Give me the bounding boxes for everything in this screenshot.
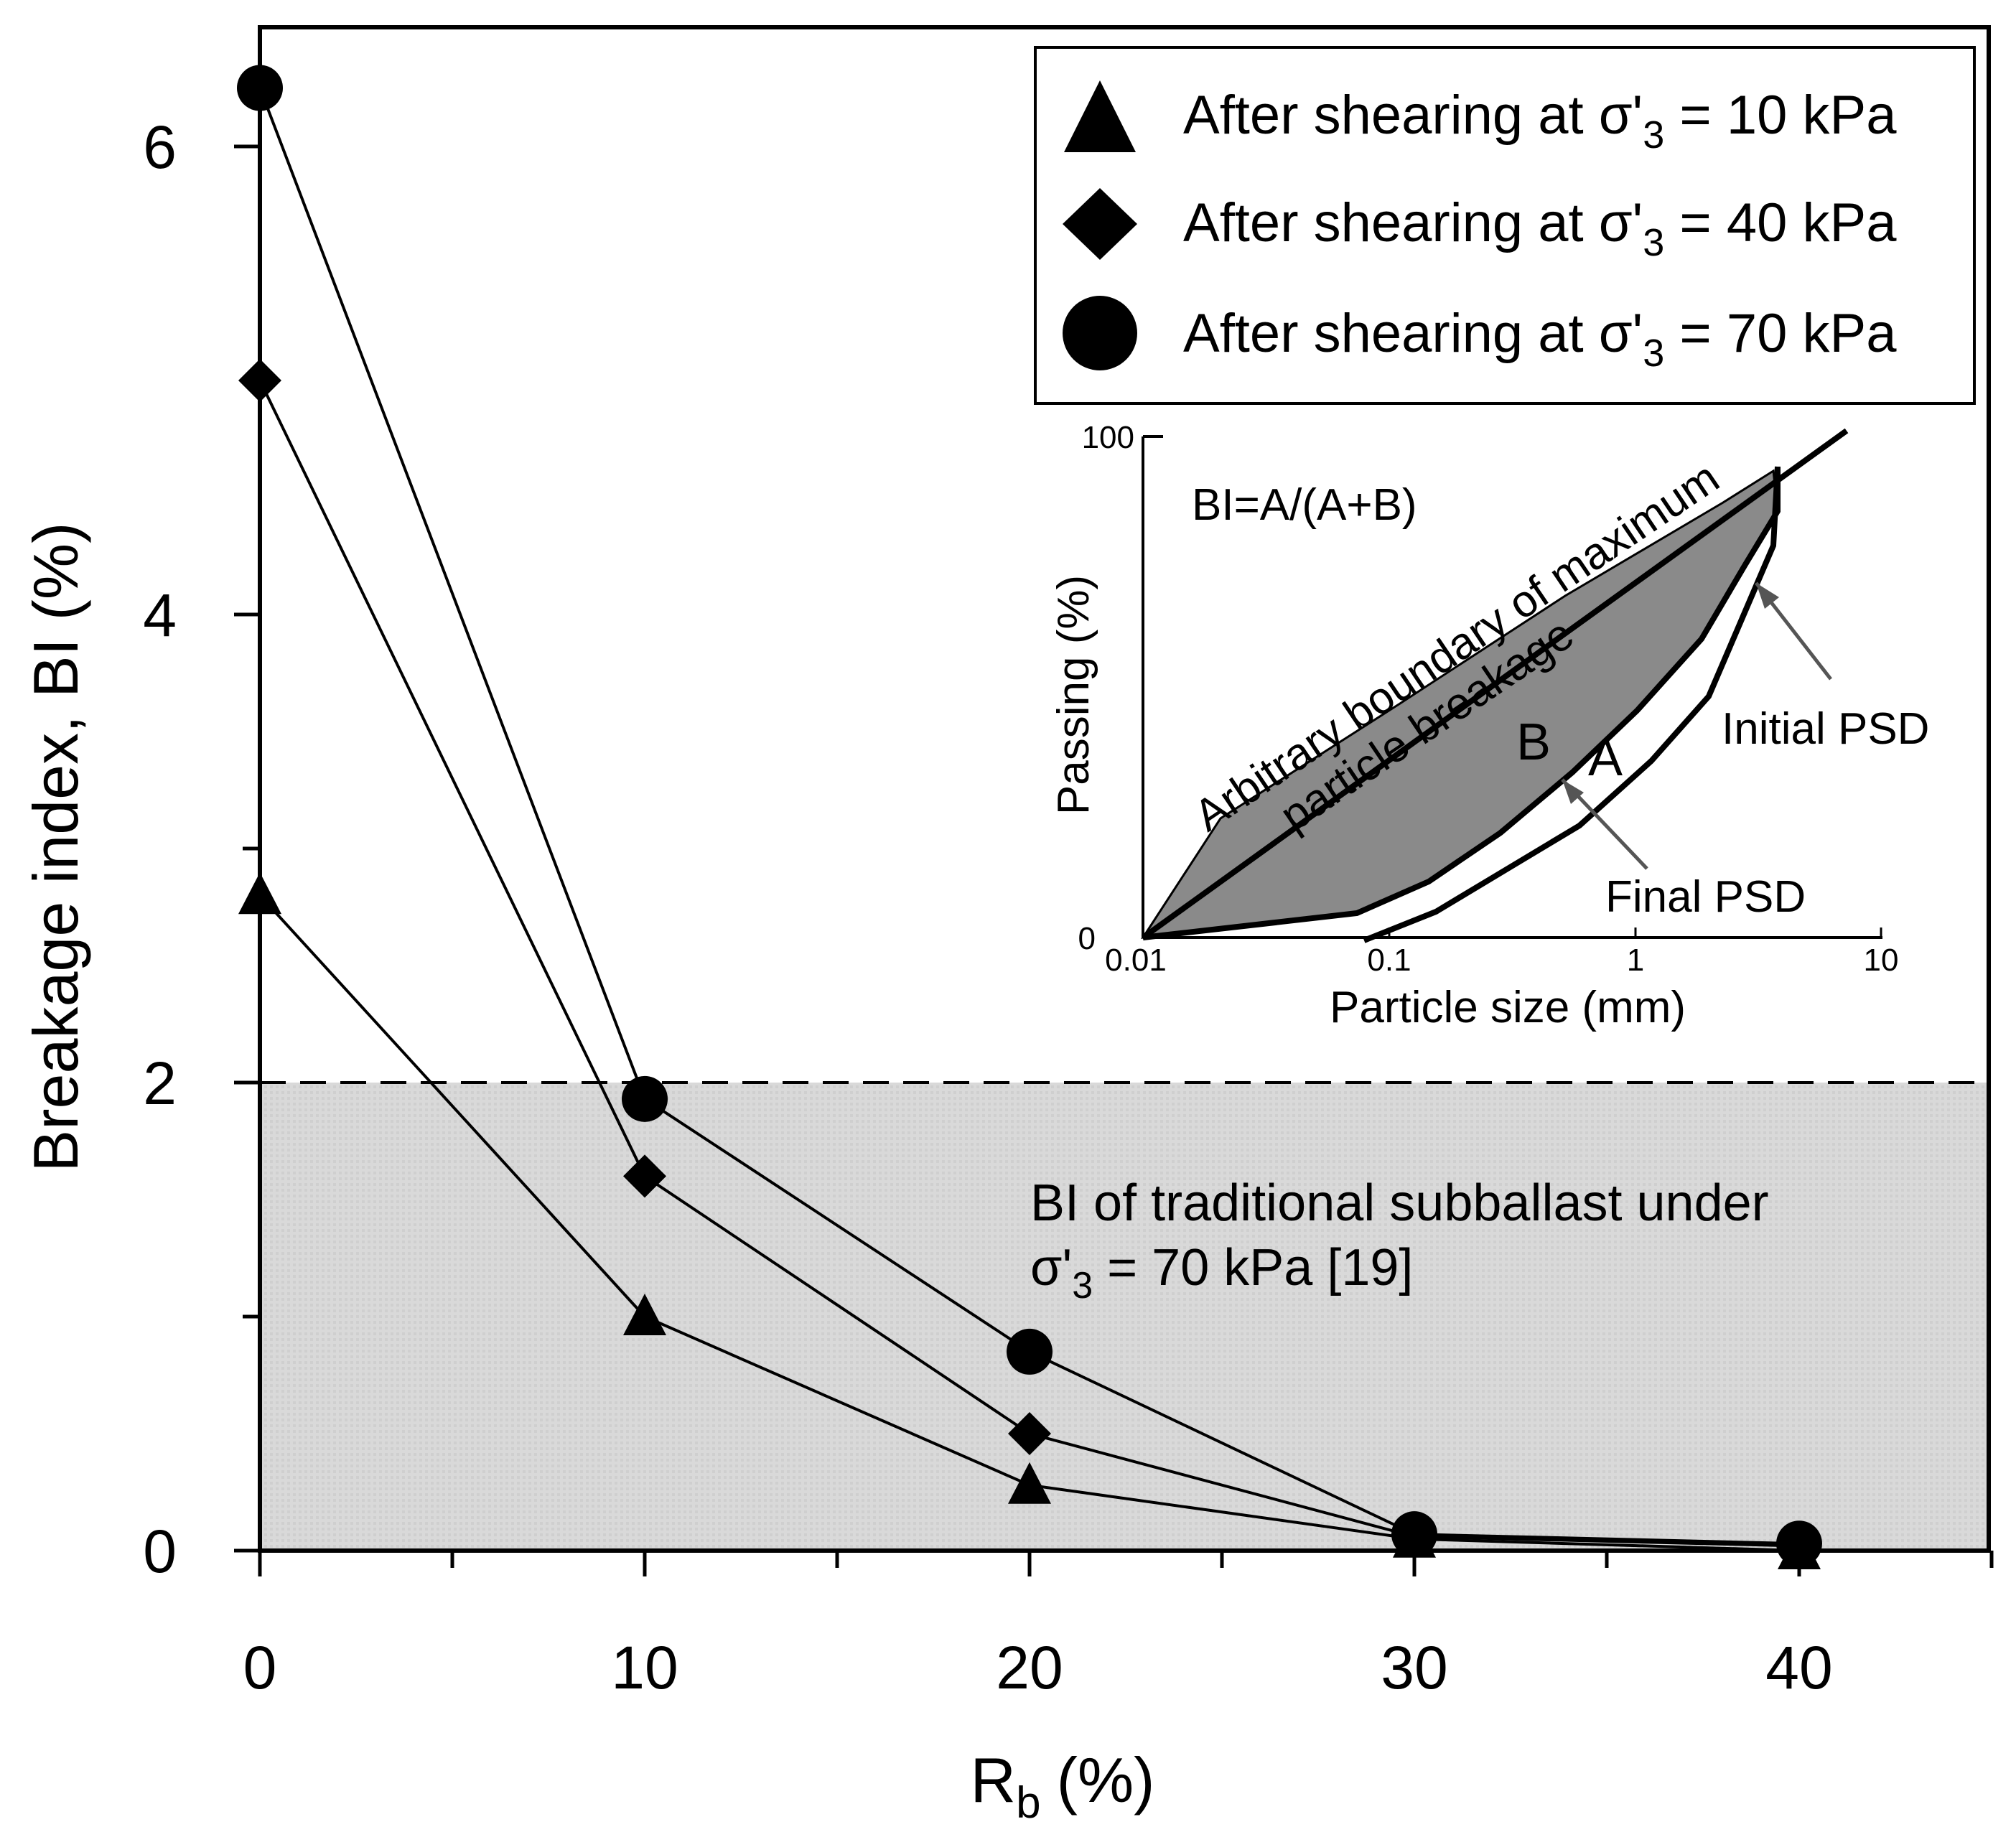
data-point-circle [1776,1520,1822,1567]
inset-area-a-label: A [1588,729,1623,787]
data-point-circle [237,65,283,111]
y-tick-label: 4 [143,581,177,649]
legend-box [1034,46,1976,405]
data-point-circle [1391,1511,1437,1558]
legend-label-subscript: 3 [1643,113,1664,156]
y-tick-label: 6 [143,113,177,181]
inset-x-tick-label: 1 [1627,943,1644,978]
y-axis-ticks [234,144,260,1553]
band-label-line1: BI of traditional subballast under [1030,1174,1769,1232]
inset-initial-psd-curve [1363,466,1781,943]
x-tick-label: 10 [611,1634,678,1701]
reference-band [260,1083,1989,1551]
data-point-circle [622,1075,668,1122]
x-axis-title-unit: (%) [1057,1744,1155,1816]
y-axis-title: Breakage index, BI (%) [20,523,91,1172]
y-tick-label: 0 [143,1518,177,1585]
inset-x-tick-label: 10 [1864,943,1899,978]
x-axis-ticks [258,1551,1994,1576]
inset-initial-psd-label: Initial PSD [1722,704,1929,754]
legend-label-prefix: After shearing at σ' [1183,303,1643,364]
legend-circle-marker [1063,296,1137,370]
band-label-line2: σ'3 = 70 kPa [19] [1030,1239,1413,1307]
legend-triangle-marker [1064,80,1136,152]
x-axis-title-subscript: b [1016,1778,1040,1827]
y-tick-labels: 0 2 4 6 [143,113,177,1585]
legend-label-subscript: 3 [1643,332,1664,375]
inset-final-psd-arrowhead [1562,780,1584,804]
legend-label-40kpa: After shearing at σ'3 = 40 kPa [1183,192,1897,264]
inset-y-tick-0: 0 [1078,921,1096,956]
x-axis-title: Rb (%) [971,1744,1155,1827]
data-point-circle [1007,1328,1053,1375]
data-point-triangle [623,1294,666,1335]
data-point-diamond [238,359,281,402]
x-axis-title-main: R [971,1744,1017,1816]
inset-initial-psd-arrowhead [1756,583,1779,609]
legend-label-suffix: = 10 kPa [1664,85,1897,146]
band-label-suffix: = 70 kPa [19] [1093,1239,1413,1296]
plot-frame [258,25,1991,1553]
band-label-subscript: 3 [1072,1265,1093,1307]
inset-boundary-line [1141,428,1849,940]
data-point-diamond [1008,1412,1051,1455]
legend-label-suffix: = 70 kPa [1664,303,1897,364]
x-tick-label: 0 [243,1634,277,1701]
legend-label-subscript: 3 [1643,221,1664,264]
series-markers [237,65,1822,1569]
y-tick-label: 2 [143,1050,177,1117]
x-tick-label: 20 [996,1634,1063,1701]
data-point-triangle [238,872,281,915]
data-point-diamond [623,1154,666,1198]
inset-final-psd-label: Final PSD [1605,872,1806,922]
legend-label-70kpa: After shearing at σ'3 = 70 kPa [1183,303,1897,375]
inset-y-axis-title: Passing (%) [1049,575,1098,815]
legend-diamond-marker [1063,188,1137,260]
legend-label-suffix: = 40 kPa [1664,192,1897,253]
inset-x-axis-title: Particle size (mm) [1330,983,1686,1032]
inset-x-tick-label: 0.01 [1105,943,1167,978]
data-point-triangle [1008,1462,1051,1504]
legend-label-10kpa: After shearing at σ'3 = 10 kPa [1183,85,1897,156]
inset-diagram: 100 0 0.01 0.1 1 10 Particle size (mm) P… [1049,420,1929,1032]
inset-x-tick-label: 0.1 [1367,943,1411,978]
legend-label-prefix: After shearing at σ' [1183,85,1643,146]
x-tick-label: 30 [1381,1634,1447,1701]
legend: After shearing at σ'3 = 10 kPa After she… [1034,46,1976,405]
inset-area-b-label: B [1516,714,1551,771]
legend-label-prefix: After shearing at σ' [1183,192,1643,253]
x-tick-labels: 0 10 20 30 40 [243,1634,1833,1701]
inset-final-psd-curve [1142,467,1781,940]
inset-formula: BI=A/(A+B) [1192,480,1417,530]
inset-y-tick-100: 100 [1082,420,1134,455]
x-tick-label: 40 [1765,1634,1832,1701]
band-label-sigma: σ' [1030,1239,1072,1296]
